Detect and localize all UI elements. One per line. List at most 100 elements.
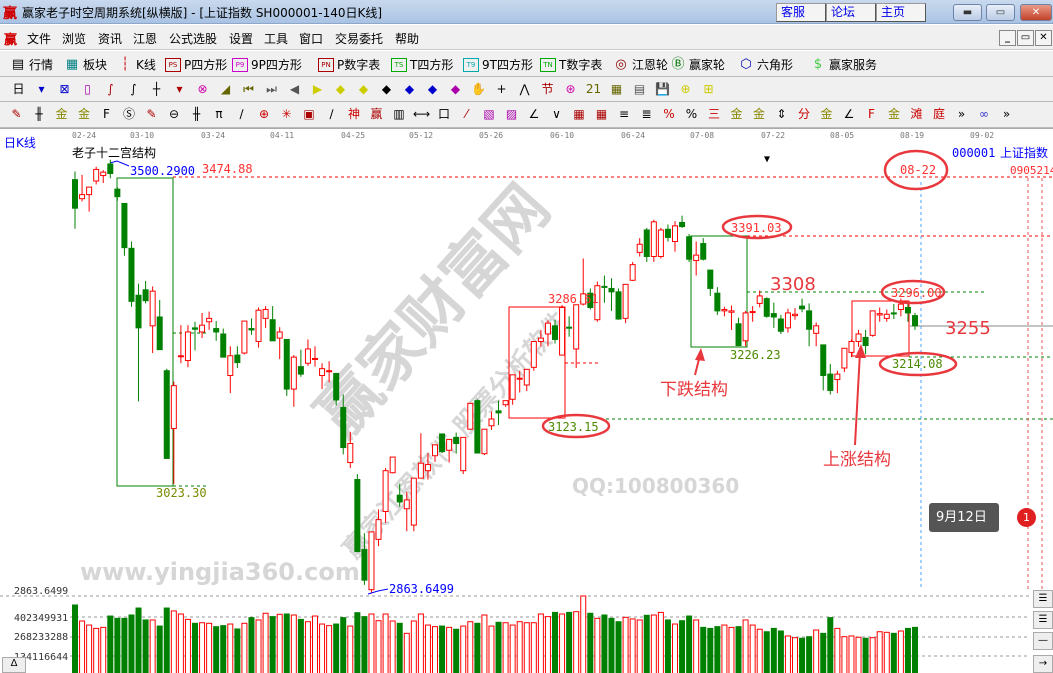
iconbar1-tool-29-icon[interactable]: ⊕: [680, 82, 691, 96]
iconbar1-tool-14-icon[interactable]: ◆: [335, 82, 346, 96]
toolbar-hexagon-button[interactable]: ⬡ 六角形: [738, 56, 793, 73]
iconbar2-tool-33-icon[interactable]: 金: [752, 107, 765, 121]
iconbar1-tool-22-icon[interactable]: ⋀: [519, 82, 530, 96]
iconbar1-tool-4-icon[interactable]: ∫: [107, 82, 114, 96]
iconbar2-tool-31-icon[interactable]: 三: [707, 107, 720, 121]
iconbar2-tool-35-icon[interactable]: 分: [797, 107, 810, 121]
zoom-mid-button[interactable]: ☰: [1033, 611, 1053, 629]
toolbar-ts-button[interactable]: TS T四方形: [391, 56, 453, 73]
iconbar1-tool-8-icon[interactable]: ⊗: [197, 82, 208, 96]
iconbar1-tool-23-icon[interactable]: 节: [541, 82, 554, 96]
iconbar2-tool-7-icon[interactable]: ⊖: [168, 107, 180, 121]
maximize-button[interactable]: ▭: [986, 4, 1015, 21]
forum-link[interactable]: 论坛: [826, 3, 876, 22]
homepage-link[interactable]: 主页: [876, 3, 926, 22]
minimize-button[interactable]: ▬: [953, 4, 982, 21]
toolbar-tn-button[interactable]: TN T数字表: [540, 56, 602, 73]
menu-help[interactable]: 帮助: [395, 32, 420, 46]
iconbar2-tool-36-icon[interactable]: 金: [820, 107, 833, 121]
iconbar1-tool-6-icon[interactable]: ┼: [152, 82, 161, 96]
iconbar2-tool-22-icon[interactable]: ▨: [505, 107, 518, 121]
iconbar2-tool-1-icon[interactable]: ╫: [35, 107, 43, 121]
iconbar2-tool-38-icon[interactable]: F: [868, 107, 875, 121]
iconbar1-tool-15-icon[interactable]: ◆: [358, 82, 369, 96]
toolbar-gann-wheel-button[interactable]: ◎ 江恩轮: [613, 56, 668, 73]
iconbar2-tool-37-icon[interactable]: ∠: [843, 107, 855, 121]
iconbar2-tool-2-icon[interactable]: 金: [55, 107, 68, 121]
iconbar2-tool-15-icon[interactable]: 神: [347, 107, 360, 121]
iconbar1-tool-17-icon[interactable]: ◆: [404, 82, 415, 96]
iconbar2-tool-43-icon[interactable]: ∞: [979, 107, 989, 121]
iconbar2-tool-10-icon[interactable]: ∕: [239, 107, 244, 121]
mdi-restore-button[interactable]: ▭: [1017, 30, 1034, 46]
menu-settings[interactable]: 设置: [229, 32, 254, 46]
iconbar1-tool-9-icon[interactable]: ◢: [220, 82, 231, 96]
iconbar1-tool-20-icon[interactable]: ✋: [471, 82, 486, 96]
iconbar2-tool-41-icon[interactable]: 庭: [932, 107, 945, 121]
dropdown-triangle-icon[interactable]: ▼: [764, 154, 770, 165]
iconbar2-tool-14-icon[interactable]: ∕: [329, 107, 334, 121]
menu-gann[interactable]: 江恩: [133, 32, 158, 46]
iconbar2-tool-39-icon[interactable]: 金: [887, 107, 900, 121]
toolbar-big-wheel-button[interactable]: Ⓑ 赢家轮: [670, 56, 725, 73]
iconbar1-tool-28-icon[interactable]: 💾: [655, 82, 670, 96]
iconbar2-tool-13-icon[interactable]: ▣: [303, 107, 315, 121]
iconbar2-tool-20-icon[interactable]: ⁄: [465, 107, 468, 121]
mdi-minimize-button[interactable]: _: [999, 30, 1016, 46]
iconbar1-tool-19-icon[interactable]: ◆: [450, 82, 461, 96]
menu-browse[interactable]: 浏览: [62, 32, 87, 46]
period-label[interactable]: 日K线: [4, 136, 36, 150]
iconbar1-tool-0-icon[interactable]: 日: [12, 82, 25, 96]
iconbar2-tool-28-icon[interactable]: ≣: [641, 107, 652, 121]
toolbar-sector-grid-button[interactable]: ▦ 板块: [64, 56, 107, 73]
iconbar2-tool-17-icon[interactable]: ▥: [393, 107, 405, 121]
zoom-in-button[interactable]: ☰: [1033, 590, 1053, 608]
iconbar2-tool-30-icon[interactable]: %: [685, 107, 698, 121]
iconbar1-tool-13-icon[interactable]: ▶: [312, 82, 323, 96]
iconbar2-tool-0-icon[interactable]: ✎: [11, 107, 22, 121]
iconbar1-tool-7-icon[interactable]: ▾: [176, 82, 183, 96]
iconbar1-tool-30-icon[interactable]: ⊞: [703, 82, 714, 96]
iconbar2-tool-42-icon[interactable]: »: [957, 107, 966, 121]
menu-window[interactable]: 窗口: [299, 32, 324, 46]
menu-news[interactable]: 资讯: [98, 32, 123, 46]
iconbar1-tool-3-icon[interactable]: ▯: [84, 82, 91, 96]
iconbar2-tool-6-icon[interactable]: ✎: [146, 107, 157, 121]
iconbar2-tool-3-icon[interactable]: 金: [77, 107, 90, 121]
toolbar-pn-button[interactable]: PN P数字表: [318, 56, 380, 73]
close-button[interactable]: ✕: [1020, 4, 1052, 21]
iconbar2-tool-40-icon[interactable]: 滩: [910, 107, 923, 121]
iconbar1-tool-2-icon[interactable]: ⊠: [59, 82, 70, 96]
iconbar2-tool-25-icon[interactable]: ▦: [573, 107, 585, 121]
iconbar2-tool-44-icon[interactable]: »: [1002, 107, 1011, 121]
iconbar2-tool-29-icon[interactable]: %: [663, 107, 675, 121]
iconbar2-tool-21-icon[interactable]: ▧: [483, 107, 495, 121]
iconbar2-tool-16-icon[interactable]: 赢: [370, 107, 383, 121]
iconbar1-tool-27-icon[interactable]: ▤: [633, 82, 646, 96]
toolbar-ps-button[interactable]: PS P四方形: [165, 56, 227, 73]
iconbar2-tool-27-icon[interactable]: ≡: [618, 107, 630, 121]
menu-tools[interactable]: 工具: [264, 32, 289, 46]
iconbar2-tool-18-icon[interactable]: ⟷: [413, 107, 431, 121]
iconbar2-tool-9-icon[interactable]: π: [215, 107, 223, 121]
zoom-out-button[interactable]: —: [1033, 632, 1053, 650]
toolbar-dollar-button[interactable]: $ 赢家服务: [810, 56, 877, 73]
iconbar1-tool-11-icon[interactable]: ⏭: [266, 82, 277, 96]
toolbar-p9-button[interactable]: P9 9P四方形: [232, 56, 302, 73]
iconbar1-tool-12-icon[interactable]: ◀: [289, 82, 300, 96]
expand-panel-button[interactable]: Δ: [2, 657, 26, 673]
toolbar-quotes-table-button[interactable]: ▤ 行情: [10, 56, 53, 73]
mdi-close-button[interactable]: ✕: [1035, 30, 1052, 46]
iconbar2-tool-24-icon[interactable]: ∨: [552, 107, 561, 121]
toolbar-candlestick-button[interactable]: ┆ K线: [117, 56, 156, 73]
iconbar2-tool-11-icon[interactable]: ⊕: [258, 107, 270, 121]
iconbar2-tool-34-icon[interactable]: ⇕: [776, 107, 787, 121]
iconbar2-tool-12-icon[interactable]: ✳: [281, 107, 292, 121]
toolbar-t9-button[interactable]: T9 9T四方形: [463, 56, 533, 73]
iconbar1-tool-24-icon[interactable]: ⊛: [565, 82, 576, 96]
iconbar1-tool-26-icon[interactable]: ▦: [610, 82, 623, 96]
iconbar2-tool-26-icon[interactable]: ▦: [595, 107, 608, 121]
iconbar2-tool-32-icon[interactable]: 金: [730, 107, 743, 121]
iconbar1-tool-16-icon[interactable]: ◆: [381, 82, 392, 96]
iconbar2-tool-4-icon[interactable]: F: [103, 107, 110, 121]
